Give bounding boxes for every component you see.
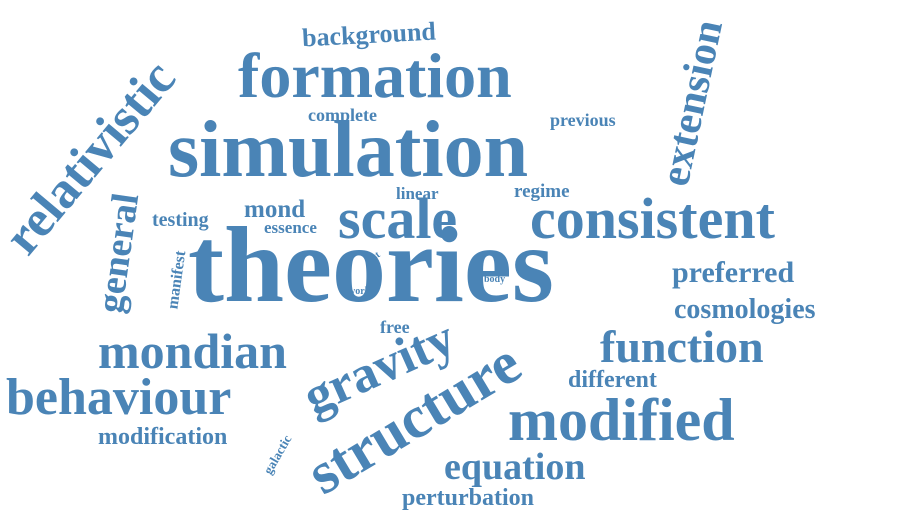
- word-complete: complete: [308, 105, 377, 125]
- word-preferred: preferred: [672, 256, 795, 289]
- word-perturbation: perturbation: [402, 485, 534, 511]
- word-function: function: [600, 321, 764, 372]
- word-different: different: [568, 367, 657, 393]
- word-cosmologies: cosmologies: [674, 294, 816, 325]
- word-simulation: simulation: [168, 106, 529, 194]
- word-theories: theories: [188, 206, 554, 325]
- word-equation: equation: [444, 446, 586, 488]
- word-mondian: mondian: [98, 323, 287, 379]
- word-general: general: [88, 190, 148, 316]
- word-modification: modification: [98, 424, 228, 450]
- word-free: free: [380, 317, 410, 337]
- word-work: work: [348, 286, 371, 297]
- word-manifest: manifest: [164, 249, 190, 311]
- word-background: background: [301, 16, 437, 53]
- word-modified: modified: [508, 387, 735, 453]
- word-relativistic: relativistic: [0, 50, 187, 266]
- word-regime: regime: [514, 181, 570, 202]
- word-linear: linear: [396, 184, 439, 203]
- word-mond: mond: [244, 196, 306, 223]
- word-behaviour: behaviour: [6, 369, 232, 426]
- word-formation: formation: [238, 40, 512, 111]
- word-previous: previous: [550, 110, 616, 130]
- word-body: body: [484, 274, 506, 285]
- word-essence: essence: [264, 218, 317, 237]
- word-consistent: consistent: [530, 186, 775, 251]
- word-testing: testing: [152, 209, 209, 231]
- word-galactic: galactic: [260, 432, 295, 477]
- word-extension: extension: [652, 16, 732, 190]
- word-scale: scale: [338, 186, 458, 251]
